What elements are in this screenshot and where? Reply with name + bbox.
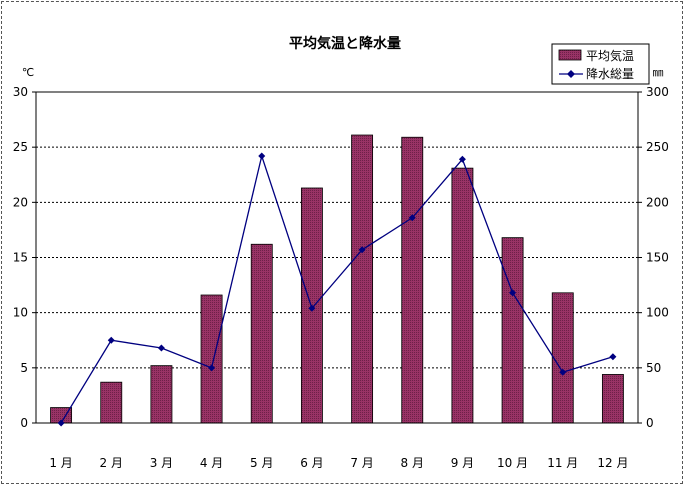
point-precipitation [208, 364, 216, 372]
y-right-tick-label: 100 [646, 306, 669, 320]
bar-temperature [200, 294, 223, 424]
x-category-label: 3 月 [150, 456, 173, 470]
x-category-label: 7 月 [350, 456, 373, 470]
x-category-label: 9 月 [451, 456, 474, 470]
bar-temperature [401, 136, 424, 424]
x-category-label: 4 月 [200, 456, 223, 470]
y-right-tick-label: 200 [646, 195, 669, 209]
x-category-label: 10 月 [497, 456, 528, 470]
y-left-unit: ℃ [22, 66, 34, 79]
y-right-tick-label: 250 [646, 140, 669, 154]
bar-temperature [351, 134, 374, 424]
y-right-tick-label: 300 [646, 85, 669, 99]
x-category-label: 1 月 [49, 456, 72, 470]
y-right-unit: ㎜ [653, 66, 664, 79]
legend-swatch-temperature [558, 49, 582, 61]
bar-temperature [501, 237, 524, 424]
y-right-tick-label: 0 [646, 416, 654, 430]
bar-temperature [601, 374, 624, 424]
x-category-label: 6 月 [300, 456, 323, 470]
chart-title: 平均気温と降水量 [289, 35, 401, 52]
legend: 平均気温 降水総量 [551, 43, 650, 85]
y-left-tick-label: 0 [20, 416, 28, 430]
legend-label-precipitation: 降水総量 [586, 67, 634, 81]
point-precipitation [609, 353, 617, 361]
x-category-label: 11 月 [547, 456, 578, 470]
x-category-label: 5 月 [250, 456, 273, 470]
point-precipitation [559, 368, 567, 376]
y-right-tick-label: 150 [646, 251, 669, 265]
y-left-tick-label: 30 [13, 85, 28, 99]
bar-temperature [451, 167, 474, 424]
y-left-tick-label: 15 [13, 251, 28, 265]
legend-marker-precipitation [567, 70, 575, 78]
point-precipitation [408, 214, 416, 222]
y-left-tick-label: 20 [13, 195, 28, 209]
bar-temperature [100, 381, 123, 424]
point-precipitation [157, 344, 165, 352]
bar-temperature [551, 292, 574, 424]
bar-temperature [250, 243, 273, 424]
y-right-tick-label: 50 [646, 361, 661, 375]
line-precipitation [60, 153, 614, 424]
x-category-label: 12 月 [597, 456, 628, 470]
x-category-label: 8 月 [401, 456, 424, 470]
point-precipitation [107, 336, 115, 344]
point-precipitation [57, 419, 65, 427]
point-precipitation [509, 289, 517, 297]
bar-temperature [150, 365, 173, 424]
y-left-tick-label: 5 [20, 361, 28, 375]
legend-label-temperature: 平均気温 [586, 48, 634, 63]
y-left-tick-label: 10 [13, 306, 28, 320]
point-precipitation [358, 246, 366, 254]
x-category-label: 2 月 [100, 456, 123, 470]
point-precipitation [308, 304, 316, 312]
point-precipitation [458, 155, 466, 163]
y-left-tick-label: 25 [13, 140, 28, 154]
point-precipitation [258, 152, 266, 160]
